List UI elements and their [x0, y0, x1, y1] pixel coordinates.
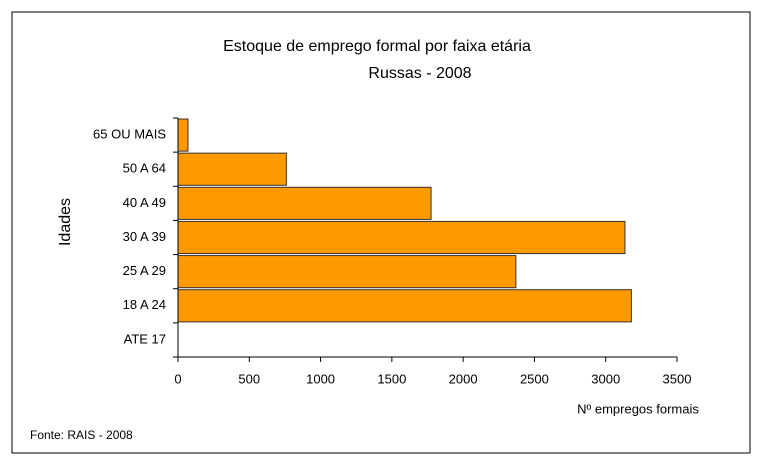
chart-title: Estoque de emprego formal por faixa etár… [223, 38, 531, 55]
x-tick-label: 2500 [520, 371, 549, 386]
y-tick-label: 65 OU MAIS [93, 127, 166, 142]
y-tick-label: 30 A 39 [123, 229, 166, 244]
bar [177, 220, 626, 255]
x-tick-label: 3000 [591, 371, 620, 386]
x-axis-label: Nº empregos formais [577, 401, 699, 416]
x-tick-label: 1000 [306, 371, 335, 386]
x-tick-label: 0 [174, 371, 181, 386]
y-tick-label: 50 A 64 [123, 161, 166, 176]
bar [177, 118, 189, 152]
y-tick-label: 25 A 29 [123, 263, 166, 278]
x-tick-label: 3500 [663, 371, 692, 386]
y-tick-label: ATE 17 [124, 331, 166, 346]
x-tick-label: 500 [238, 371, 260, 386]
x-tick-label: 1500 [377, 371, 406, 386]
x-tick-label: 2000 [449, 371, 478, 386]
y-tick-label: 40 A 49 [123, 195, 166, 210]
y-tick-label: 18 A 24 [123, 297, 166, 312]
bar [177, 289, 632, 323]
bar [177, 186, 432, 220]
bar [177, 152, 287, 186]
chart-subtitle: Russas - 2008 [368, 65, 471, 82]
source-note: Fonte: RAIS - 2008 [30, 428, 133, 442]
bar [177, 255, 517, 289]
y-axis-label: Idades [57, 198, 74, 246]
